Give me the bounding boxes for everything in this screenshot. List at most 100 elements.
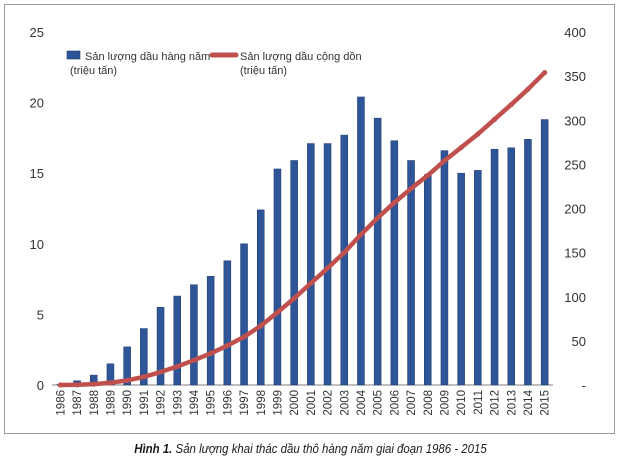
x-tick-label: 2000 [289, 390, 301, 416]
bar [357, 96, 365, 386]
x-tick-label: 2007 [406, 390, 418, 416]
line-point [124, 377, 130, 384]
line-point [241, 334, 247, 340]
line-point [525, 86, 531, 92]
bar [173, 295, 182, 386]
x-tick-label: 2005 [373, 390, 385, 416]
caption-text: Sản lượng khai thác dầu thô hàng năm gia… [175, 441, 487, 456]
x-tick-label: 1994 [189, 389, 201, 415]
line-point [174, 363, 180, 370]
y-left-tick-label: 10 [30, 237, 44, 252]
line-point [57, 382, 63, 388]
bar [540, 119, 549, 386]
line-point [274, 309, 281, 315]
x-tick-label: 2014 [523, 389, 535, 415]
line-point [91, 381, 97, 387]
bar [474, 170, 482, 386]
x-tick-label: 1990 [122, 390, 134, 416]
line-point [425, 172, 431, 179]
bar [340, 134, 348, 386]
line-point [408, 185, 414, 192]
y-right-tick-label: - [582, 378, 586, 393]
x-tick-label: 2006 [389, 390, 401, 416]
y-right-tick-label: 200 [564, 202, 586, 217]
bar [423, 174, 432, 386]
line-point [542, 69, 548, 76]
x-tick-label: 1992 [156, 390, 168, 416]
y-left-tick-label: 5 [37, 307, 44, 322]
x-tick-label: 2001 [306, 390, 318, 416]
line-point [375, 215, 381, 221]
line-point [308, 280, 314, 286]
line-point [157, 369, 164, 375]
y-left-tick-label: 20 [30, 96, 44, 111]
bar [490, 148, 499, 386]
figure-caption: Hình 1. Sản lượng khai thác dầu thô hàng… [37, 441, 583, 456]
bar-series [56, 96, 549, 386]
y-right-tick-label: 100 [564, 290, 586, 305]
bar [524, 139, 532, 386]
x-tick-label: 2009 [439, 390, 451, 416]
bar [457, 172, 465, 386]
x-tick-label: 1999 [272, 390, 284, 416]
x-tick-label: 1993 [172, 390, 184, 416]
line-point [224, 343, 230, 349]
line-point [508, 101, 514, 108]
line-series [57, 69, 548, 388]
x-tick-label: 1987 [72, 390, 84, 416]
line-point [341, 249, 347, 256]
legend: Sản lượng dầu hàng năm (triệu tấn) Sản l… [66, 50, 362, 77]
bar [156, 307, 165, 386]
legend-unit-bar: (triệu tấn) [70, 65, 117, 77]
x-tick-label: 2011 [473, 390, 485, 415]
bar [223, 260, 232, 386]
chart-canvas: 0 5 10 15 20 25 - 50 100 150 200 250 300 350 400 1986 19… [30, 25, 586, 416]
chart-axes: 0 5 10 15 20 25 - 50 100 150 200 250 300 350 400 1986 19… [30, 25, 586, 416]
line-point [74, 382, 80, 388]
bar [407, 160, 415, 386]
bar [240, 243, 248, 386]
x-tick-label: 2013 [506, 390, 518, 416]
line-point [141, 374, 147, 380]
line-point [208, 350, 214, 357]
x-tick-label: 1998 [256, 390, 268, 416]
bar [373, 117, 382, 386]
x-tick-label: 2008 [423, 390, 435, 416]
y-left-tick-label: 25 [30, 25, 44, 40]
y-right-tick-label: 150 [564, 246, 586, 261]
line-point [258, 323, 264, 329]
line-point [491, 116, 498, 122]
line-point [475, 131, 481, 137]
bar [256, 209, 265, 386]
x-tick-label: 2010 [456, 390, 468, 416]
bar [390, 140, 399, 386]
x-tick-label: 1989 [105, 390, 117, 416]
y-left-tick-label: 0 [37, 378, 44, 393]
y-right-tick-label: 350 [564, 69, 586, 84]
x-tick-label: 1996 [222, 390, 234, 416]
x-tick-label: 1997 [239, 390, 251, 416]
bar [290, 160, 298, 386]
bar [507, 147, 515, 386]
bar [307, 143, 315, 386]
legend-label-bar: Sản lượng dầu hàng năm [85, 51, 210, 63]
y-right-tick-label: 400 [564, 25, 586, 40]
line-point [391, 199, 397, 206]
line-point [358, 231, 364, 238]
bar [440, 150, 449, 386]
bar [123, 346, 131, 386]
line-point [107, 380, 114, 386]
legend-label-line: Sản lượng dầu cộng dồn [240, 51, 362, 63]
line-point [291, 295, 297, 301]
y-right-tick-label: 250 [564, 157, 586, 172]
bar [273, 168, 282, 386]
x-tick-label: 2012 [490, 390, 502, 416]
x-tick-label: 2015 [540, 390, 552, 416]
line-point [441, 158, 448, 164]
cumulative-line [58, 70, 547, 388]
y-left-tick-label: 15 [30, 166, 44, 181]
x-tick-label: 2003 [339, 390, 351, 416]
x-tick-label: 1986 [55, 390, 67, 416]
line-point [458, 144, 464, 151]
line-point [324, 265, 331, 271]
